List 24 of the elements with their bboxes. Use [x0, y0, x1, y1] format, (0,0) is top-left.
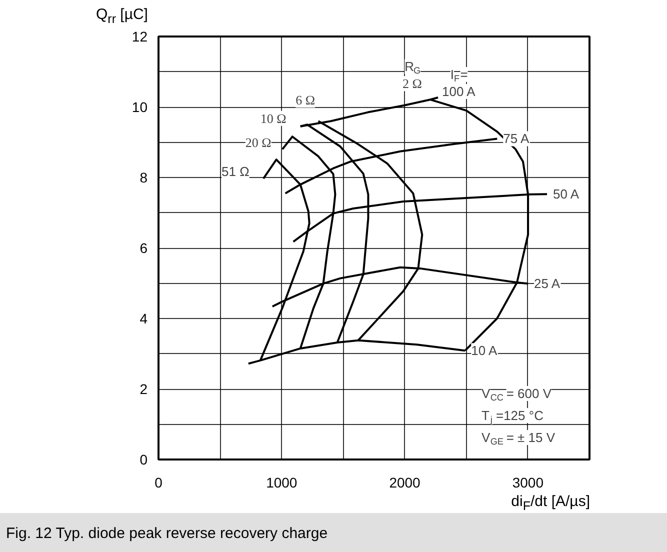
x-tick-label: 3000: [512, 474, 544, 490]
series-label: 20 Ω: [245, 134, 272, 150]
series-label: 50 A: [553, 186, 580, 202]
x-axis-title: di$_{F}$/dt [A/µs]: [511, 492, 590, 515]
y-tick-label: 12: [132, 28, 148, 44]
x-tick-label: 1000: [266, 474, 298, 490]
series-label: 100 A: [442, 84, 476, 99]
y-tick-label: 10: [132, 99, 148, 115]
x-tick-label: 0: [154, 474, 163, 490]
series-label: 6 Ω: [296, 92, 316, 108]
y-tick-label: 8: [140, 170, 148, 186]
series-label: 75 A: [503, 131, 530, 146]
caption: Fig. 12 Typ. diode peak reverse recovery charge: [6, 524, 328, 544]
y-tick-label: 4: [140, 310, 148, 326]
series-label: 25 A: [534, 276, 560, 292]
y-axis-title: Q$_{rr}$ [µC]: [96, 5, 148, 28]
y-tick-label: 6: [140, 240, 148, 256]
series-label: 10 Ω: [260, 110, 286, 126]
series-label: 10 A: [471, 343, 498, 358]
x-tick-label: 2000: [389, 474, 421, 490]
series-label: 51 Ω: [222, 164, 250, 180]
series-label: 2 Ω: [402, 76, 422, 92]
y-tick-label: 2: [140, 381, 148, 397]
y-tick-label: 0: [140, 452, 148, 468]
